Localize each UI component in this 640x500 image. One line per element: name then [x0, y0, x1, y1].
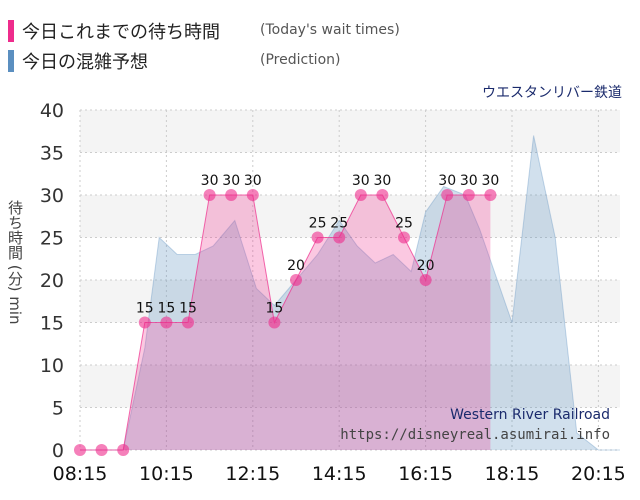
today-data-label: 30: [201, 173, 219, 189]
today-data-label: 25: [395, 216, 413, 232]
today-data-label: 30: [244, 173, 262, 189]
today-data-point: [462, 189, 475, 201]
plot-band: [80, 110, 620, 153]
today-data-point: [268, 316, 281, 329]
today-data-point: [74, 444, 86, 456]
x-tick-label: 16:15: [398, 463, 453, 485]
today-data-point: [419, 274, 432, 286]
today-data-point: [311, 231, 324, 244]
y-tick-label: 5: [52, 398, 64, 420]
today-data-point: [160, 316, 173, 329]
today-data-point: [117, 444, 130, 456]
watermark-url: https://disneyreal.asumirai.info: [340, 427, 610, 443]
y-tick-label: 30: [40, 185, 64, 207]
today-data-label: 30: [222, 173, 240, 189]
x-tick-label: 08:15: [53, 463, 108, 485]
today-data-point: [225, 189, 238, 201]
today-data-point: [376, 189, 389, 201]
legend-label-prediction: 今日の混雑予想: [22, 52, 148, 73]
legend-sublabel-prediction: (Prediction): [260, 52, 341, 68]
legend-label-today: 今日これまでの待ち時間: [22, 22, 220, 43]
today-data-label: 15: [157, 301, 175, 317]
today-data-label: 30: [438, 173, 456, 189]
today-data-label: 30: [460, 173, 478, 189]
today-data-point: [290, 274, 302, 286]
y-tick-label: 35: [40, 143, 64, 165]
x-tick-label: 10:15: [139, 463, 194, 485]
today-data-point: [138, 316, 151, 329]
today-data-label: 15: [179, 301, 197, 317]
today-data-label: 15: [136, 301, 154, 317]
y-tick-label: 15: [40, 313, 64, 335]
today-data-label: 30: [373, 173, 391, 189]
today-data-label: 15: [265, 301, 283, 317]
plot-band: [80, 365, 620, 408]
y-tick-label: 25: [40, 228, 64, 250]
today-data-label: 30: [481, 173, 499, 189]
today-data-label: 20: [417, 258, 435, 274]
prediction-area: [80, 135, 620, 450]
today-area: [80, 195, 491, 450]
plot-band: [80, 152, 620, 195]
y-tick-label: 20: [40, 270, 64, 292]
today-data-point: [203, 189, 216, 201]
plot-band: [80, 280, 620, 323]
today-data-label: 20: [287, 258, 305, 274]
today-data-label: 30: [352, 173, 370, 189]
today-data-label: 25: [309, 216, 327, 232]
attraction-name: ウエスタンリバー鉄道: [482, 85, 622, 101]
today-data-point: [484, 189, 497, 201]
today-data-point: [333, 231, 346, 244]
legend-swatch-prediction: [8, 50, 14, 72]
x-tick-label: 14:15: [312, 463, 367, 485]
y-tick-label: 10: [40, 355, 64, 377]
plot-band: [80, 322, 620, 365]
today-data-point: [398, 231, 410, 244]
today-data-label: 25: [330, 216, 348, 232]
x-tick-label: 18:15: [485, 463, 540, 485]
today-data-point: [441, 189, 454, 201]
watermark-name: Western River Railroad: [450, 407, 610, 423]
x-tick-label: 12:15: [225, 463, 280, 485]
today-data-point: [246, 189, 259, 201]
x-tick-label: 20:15: [571, 463, 626, 485]
y-tick-label: 0: [52, 440, 64, 462]
legend-swatch-today: [8, 20, 14, 42]
y-tick-label: 40: [40, 100, 64, 122]
legend-sublabel-today: (Today's wait times): [260, 22, 400, 38]
today-data-point: [354, 189, 367, 201]
today-data-point: [95, 444, 108, 456]
prediction-line: [80, 135, 620, 451]
today-data-point: [182, 316, 194, 329]
y-axis-label: 待ち時間 (分) min: [6, 200, 24, 325]
plot-band: [80, 237, 620, 280]
plot-band: [80, 407, 620, 450]
